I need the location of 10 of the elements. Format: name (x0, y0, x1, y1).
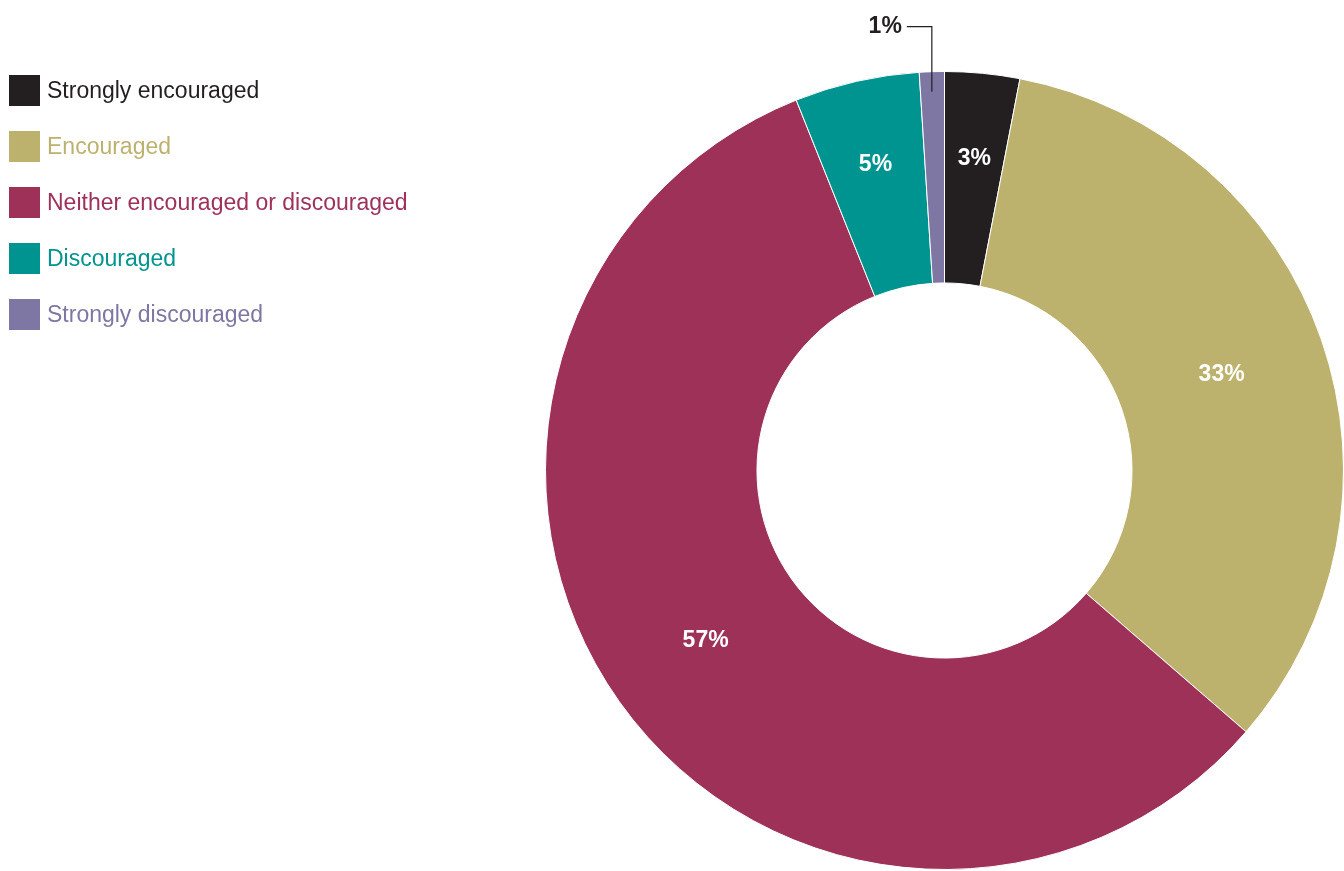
legend-label: Discouraged (47, 245, 177, 272)
legend-label: Encouraged (47, 133, 172, 160)
legend-label: Strongly discouraged (47, 301, 264, 328)
data-label: 5% (858, 150, 893, 177)
legend-label: Neither encouraged or discouraged (47, 189, 408, 216)
legend-label: Strongly encouraged (47, 77, 260, 104)
data-label: 1% (868, 12, 902, 39)
data-label: 57% (682, 625, 729, 652)
data-label: 3% (957, 144, 991, 170)
data-label: 33% (1198, 359, 1245, 386)
